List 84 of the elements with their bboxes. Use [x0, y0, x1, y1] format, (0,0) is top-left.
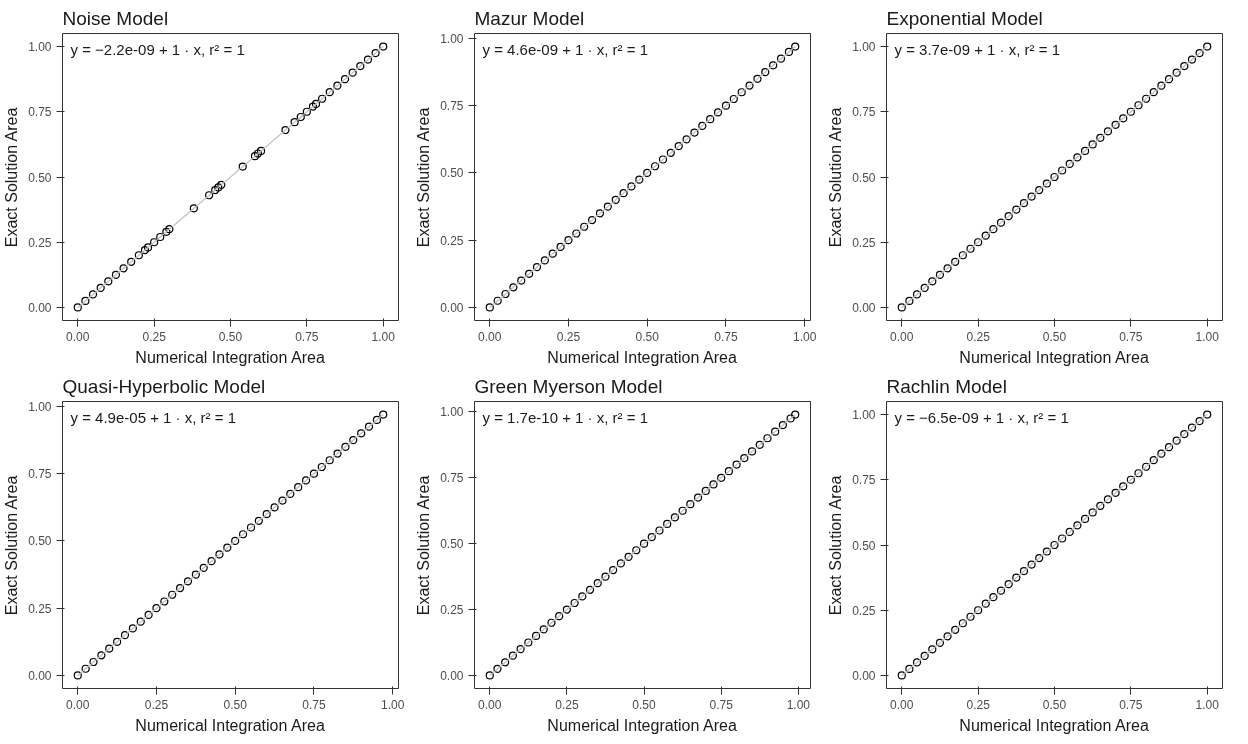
x-tick-label: 0.00 [478, 329, 502, 344]
x-axis-title: Numerical Integration Area [959, 716, 1149, 734]
y-axis-title: Exact Solution Area [827, 475, 845, 616]
x-tick-label: 0.00 [890, 329, 914, 344]
y-axis-title: Exact Solution Area [415, 475, 433, 616]
y-tick-label: 0.00 [852, 668, 876, 683]
x-tick-label: 1.00 [381, 697, 405, 712]
y-tick-label: 0.00 [852, 300, 876, 315]
x-tick-label: 0.25 [556, 329, 581, 344]
x-tick-label: 0.00 [890, 697, 914, 712]
annotation: y = 4.9e-05 + 1 · x, r² = 1 [70, 409, 236, 426]
y-tick-label: 1.00 [852, 40, 876, 55]
x-tick-label: 0.25 [144, 697, 169, 712]
x-axis-title: Numerical Integration Area [547, 716, 737, 734]
y-tick-label: 0.50 [440, 166, 464, 181]
y-tick-label: 0.75 [28, 467, 52, 482]
x-tick-label: 1.00 [1195, 329, 1220, 344]
y-tick-label: 0.25 [440, 603, 464, 618]
y-axis-title: Exact Solution Area [415, 107, 433, 248]
annotation: y = 4.6e-09 + 1 · x, r² = 1 [482, 41, 648, 58]
y-tick-label: 0.25 [852, 603, 876, 618]
chart-title: Rachlin Model [886, 375, 1007, 397]
y-tick-label: 0.00 [28, 300, 52, 315]
x-tick-label: 0.00 [66, 329, 90, 344]
x-tick-label: 0.75 [714, 329, 738, 344]
x-tick-label: 1.00 [793, 329, 817, 344]
x-tick-label: 0.00 [478, 697, 502, 712]
annotation: y = −2.2e-09 + 1 · x, r² = 1 [70, 41, 245, 58]
y-tick-label: 0.00 [440, 300, 464, 315]
x-tick-label: 0.50 [635, 329, 660, 344]
x-axis-title: Numerical Integration Area [135, 348, 325, 366]
annotation: y = 3.7e-09 + 1 · x, r² = 1 [894, 41, 1060, 58]
x-axis-title: Numerical Integration Area [135, 716, 325, 734]
x-axis-title: Numerical Integration Area [959, 348, 1149, 366]
y-tick-label: 0.50 [28, 534, 52, 549]
y-axis-title: Exact Solution Area [827, 107, 845, 248]
x-tick-label: 0.50 [1042, 697, 1067, 712]
y-tick-label: 1.00 [852, 408, 876, 423]
y-tick-label: 0.00 [440, 668, 464, 683]
y-tick-label: 0.50 [852, 538, 876, 553]
y-tick-label: 1.00 [28, 40, 52, 55]
y-tick-label: 0.25 [28, 235, 52, 250]
x-tick-label: 0.00 [66, 697, 90, 712]
annotation: y = −6.5e-09 + 1 · x, r² = 1 [894, 409, 1069, 426]
x-tick-label: 0.25 [555, 697, 579, 712]
x-tick-label: 0.25 [142, 329, 167, 344]
y-tick-label: 0.50 [440, 537, 464, 552]
chart-title: Noise Model [62, 7, 169, 29]
y-tick-label: 0.50 [852, 170, 876, 185]
y-tick-label: 0.25 [440, 233, 464, 248]
chart-title: Exponential Model [886, 7, 1043, 29]
x-tick-label: 0.75 [1119, 697, 1143, 712]
annotation: y = 1.7e-10 + 1 · x, r² = 1 [482, 409, 648, 426]
x-tick-label: 0.75 [709, 697, 734, 712]
x-tick-label: 0.75 [302, 697, 326, 712]
y-tick-label: 0.75 [28, 105, 52, 120]
x-tick-label: 1.00 [786, 697, 811, 712]
x-tick-label: 1.00 [371, 329, 396, 344]
x-tick-label: 0.75 [295, 329, 319, 344]
x-tick-label: 0.50 [218, 329, 243, 344]
x-tick-label: 0.50 [1042, 329, 1067, 344]
x-tick-label: 0.50 [223, 697, 248, 712]
y-tick-label: 1.00 [28, 399, 52, 414]
y-tick-label: 0.25 [852, 235, 876, 250]
y-tick-label: 0.75 [440, 471, 464, 486]
x-tick-label: 1.00 [1195, 697, 1220, 712]
chart-title: Green Myerson Model [474, 375, 663, 397]
y-tick-label: 0.25 [28, 601, 52, 616]
x-tick-label: 0.50 [632, 697, 657, 712]
y-tick-label: 0.75 [852, 105, 876, 120]
chart-title: Quasi-Hyperbolic Model [62, 375, 266, 397]
chart-title: Mazur Model [474, 7, 585, 29]
y-tick-label: 1.00 [440, 31, 464, 46]
y-tick-label: 0.75 [852, 473, 876, 488]
x-tick-label: 0.75 [1119, 329, 1143, 344]
y-tick-label: 0.00 [28, 668, 52, 683]
y-axis-title: Exact Solution Area [3, 107, 21, 248]
x-tick-label: 0.25 [966, 697, 991, 712]
x-tick-label: 0.25 [966, 329, 991, 344]
y-tick-label: 1.00 [440, 405, 464, 420]
x-axis-title: Numerical Integration Area [547, 348, 737, 366]
y-axis-title: Exact Solution Area [3, 475, 21, 616]
y-tick-label: 0.50 [28, 170, 52, 185]
y-tick-label: 0.75 [440, 99, 464, 114]
